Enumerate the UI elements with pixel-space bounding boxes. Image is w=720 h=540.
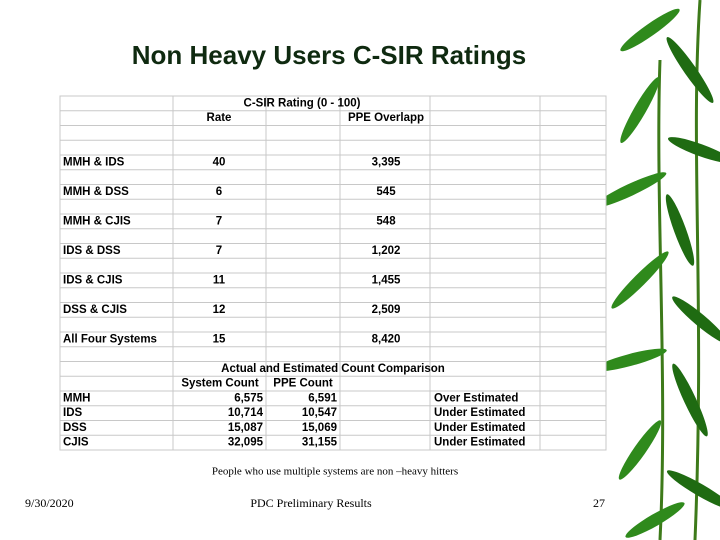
row-label: MMH <box>63 392 90 404</box>
row-label: IDS & CJIS <box>63 274 123 286</box>
rate-cell: 6 <box>216 186 222 198</box>
overlap-cell: 2,509 <box>372 304 401 316</box>
page-number: 27 <box>593 496 605 510</box>
comparison-title: Actual and Estimated Count Comparison <box>221 363 445 375</box>
row-label: MMH & DSS <box>63 186 129 198</box>
caption: People who use multiple systems are non … <box>212 466 458 478</box>
rate-cell: 12 <box>213 304 226 316</box>
table-title: C-SIR Rating (0 - 100) <box>244 97 361 109</box>
row-label: IDS & DSS <box>63 245 121 257</box>
system-count: 10,714 <box>228 407 264 419</box>
estimate-status: Over Estimated <box>434 392 518 404</box>
rate-cell: 7 <box>216 215 222 227</box>
overlap-cell: 1,202 <box>372 245 401 257</box>
rate-cell: 40 <box>213 156 226 168</box>
overlap-cell: 548 <box>376 215 396 227</box>
estimate-status: Under Estimated <box>434 437 525 449</box>
rate-cell: 11 <box>213 274 226 286</box>
bamboo-decoration <box>593 0 720 540</box>
column-header: System Count <box>181 378 258 390</box>
ppe-count: 31,155 <box>302 437 338 449</box>
ppe-count: 6,591 <box>308 392 337 404</box>
table-cells: C-SIR Rating (0 - 100) Rate PPE Overlapp MM… <box>63 97 525 448</box>
system-count: 6,575 <box>234 392 263 404</box>
row-label: DSS <box>63 422 87 434</box>
row-label: CJIS <box>63 437 89 449</box>
row-label: All Four Systems <box>63 333 157 345</box>
overlap-cell: 8,420 <box>372 333 401 345</box>
column-header: Rate <box>207 112 232 124</box>
overlap-cell: 545 <box>376 186 396 198</box>
row-label: IDS <box>63 407 83 419</box>
row-label: MMH & CJIS <box>63 215 131 227</box>
row-label: DSS & CJIS <box>63 304 127 316</box>
rate-cell: 7 <box>216 245 222 257</box>
slide-title: Non Heavy Users C-SIR Ratings <box>132 40 526 70</box>
system-count: 15,087 <box>228 422 263 434</box>
rate-cell: 15 <box>213 333 226 345</box>
table-grid <box>59 95 607 451</box>
footer-center: PDC Preliminary Results <box>250 496 372 510</box>
column-header: PPE Overlapp <box>348 112 424 124</box>
ppe-count: 10,547 <box>302 407 337 419</box>
overlap-cell: 3,395 <box>372 156 401 168</box>
column-header: PPE Count <box>273 378 333 390</box>
system-count: 32,095 <box>228 437 264 449</box>
estimate-status: Under Estimated <box>434 422 525 434</box>
overlap-cell: 1,455 <box>372 274 401 286</box>
footer-date: 9/30/2020 <box>25 496 74 510</box>
estimate-status: Under Estimated <box>434 407 525 419</box>
ppe-count: 15,069 <box>302 422 337 434</box>
row-label: MMH & IDS <box>63 156 125 168</box>
